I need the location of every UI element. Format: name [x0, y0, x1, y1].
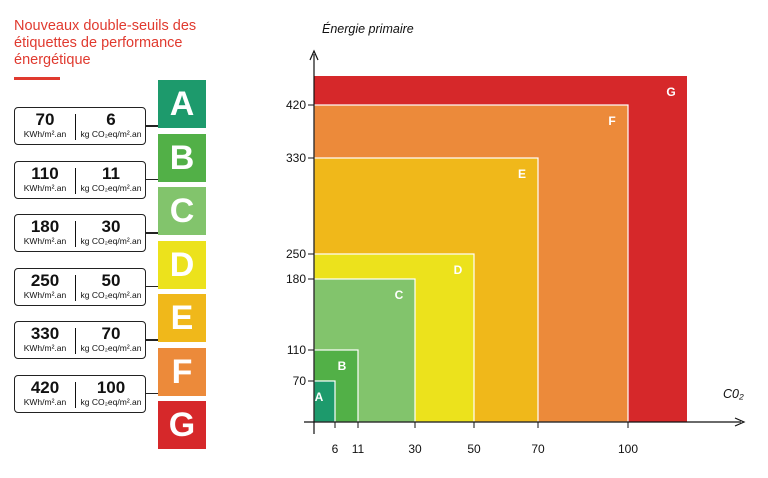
title-underline	[14, 77, 60, 80]
class-regions	[313, 76, 687, 423]
separator	[75, 328, 77, 354]
x-axis-arrow	[734, 417, 746, 427]
region-label-e: E	[518, 167, 526, 181]
energy-value: 330	[30, 324, 60, 343]
region-label-c: C	[395, 288, 404, 302]
co2-value: 100	[96, 377, 126, 397]
threshold-box: 330 KWh/m².an 70 kg CO₂eq/m².an	[14, 321, 146, 359]
energy-threshold: 110 KWh/m².an	[15, 162, 75, 198]
co2-unit: kg CO₂eq/m².an	[80, 129, 142, 139]
energy-unit: KWh/m².an	[23, 182, 67, 193]
energy-unit: KWh/m².an	[23, 343, 67, 353]
threshold-box: 180 KWh/m².an 30 kg CO₂eq/m².an	[14, 214, 146, 252]
co2-value: 50	[101, 270, 121, 290]
page-title: Nouveaux double-seuils des étiquettes de…	[14, 18, 197, 68]
co2-unit: kg CO₂eq/m².an	[80, 236, 142, 246]
separator	[75, 221, 77, 247]
energy-value: 110	[31, 163, 59, 183]
co2-value: 30	[101, 217, 121, 236]
energy-threshold: 330 KWh/m².an	[15, 322, 75, 358]
y-tick-label: 330	[286, 151, 306, 165]
x-tick-label: 70	[531, 442, 545, 456]
threshold-box: 250 KWh/m².an 50 kg CO₂eq/m².an	[14, 267, 146, 306]
x-tick-label: 50	[467, 442, 481, 456]
x-tick-label: 11	[352, 442, 365, 456]
energy-threshold: 250 KWh/m².an	[15, 269, 75, 305]
energy-value: 180	[30, 217, 60, 236]
energy-unit: KWh/m².an	[23, 289, 67, 300]
y-axis-arrow	[309, 49, 319, 61]
energy-co2-chart: Énergie primaire C0₂ 70 110 180 250 330 420 6…	[286, 21, 746, 456]
co2-value: 6	[106, 110, 116, 129]
class-badge-d: D	[158, 240, 206, 289]
y-axis-label: Énergie primaire	[322, 21, 414, 36]
co2-threshold: 70 kg CO₂eq/m².an	[77, 322, 145, 358]
energy-threshold: 70 KWh/m².an	[15, 108, 75, 144]
connector-line	[146, 392, 158, 394]
class-badge-f: F	[158, 347, 206, 396]
chart-axes	[304, 49, 746, 434]
class-badge-e: E	[158, 294, 206, 342]
threshold-box: 420 KWh/m².an 100 kg CO₂eq/m².an	[14, 374, 146, 413]
x-axis-label: C0₂	[723, 387, 744, 401]
threshold-box: 110 KWh/m².an 11 kg CO₂eq/m².an	[14, 160, 146, 199]
separator	[75, 114, 77, 140]
class-badge-g: G	[158, 401, 206, 449]
region-label-g: G	[666, 85, 675, 99]
y-tick-label: 420	[286, 98, 306, 112]
region-label-f: F	[608, 114, 615, 128]
energy-unit: KWh/m².an	[23, 129, 67, 139]
y-ticks: 70 110 180 250 330 420	[286, 98, 314, 388]
energy-value: 70	[35, 110, 55, 129]
y-tick-label: 70	[293, 374, 307, 388]
y-tick-label: 180	[286, 272, 306, 286]
separator	[75, 274, 77, 301]
y-tick-label: 110	[287, 343, 306, 357]
energy-threshold: 420 KWh/m².an	[15, 376, 75, 412]
separator	[75, 381, 77, 408]
class-badge-b: B	[158, 133, 206, 182]
region-label-b: B	[338, 359, 347, 373]
co2-threshold: 11 kg CO₂eq/m².an	[77, 162, 145, 198]
x-ticks: 6 11 30 50 70 100	[332, 422, 638, 456]
region-label-a: A	[315, 390, 324, 404]
energy-unit: KWh/m².an	[23, 396, 67, 407]
class-badge-c: C	[158, 187, 206, 235]
threshold-box: 70 KWh/m².an 6 kg CO₂eq/m².an	[14, 107, 146, 145]
x-tick-label: 6	[332, 442, 339, 456]
co2-value: 11	[102, 163, 120, 183]
co2-threshold: 100 kg CO₂eq/m².an	[77, 376, 145, 412]
connector-line	[146, 178, 158, 180]
co2-unit: kg CO₂eq/m².an	[80, 182, 142, 193]
y-tick-label: 250	[286, 247, 306, 261]
co2-unit: kg CO₂eq/m².an	[80, 343, 142, 353]
connector-line	[146, 125, 158, 127]
co2-threshold: 50 kg CO₂eq/m².an	[77, 269, 145, 305]
x-tick-label: 100	[618, 442, 638, 456]
energy-value: 250	[30, 270, 60, 290]
co2-threshold: 6 kg CO₂eq/m².an	[77, 108, 145, 144]
separator	[75, 167, 77, 194]
energy-threshold: 180 KWh/m².an	[15, 215, 75, 251]
co2-value: 70	[101, 324, 121, 343]
connector-line	[146, 339, 158, 341]
connector-line	[146, 232, 158, 234]
region-label-d: D	[454, 263, 463, 277]
energy-value: 420	[30, 377, 60, 397]
co2-unit: kg CO₂eq/m².an	[80, 396, 142, 407]
region-labels: G F E D C B A	[315, 85, 676, 404]
co2-unit: kg CO₂eq/m².an	[80, 289, 142, 300]
co2-threshold: 30 kg CO₂eq/m².an	[77, 215, 145, 251]
class-badge-a: A	[158, 80, 206, 128]
energy-unit: KWh/m².an	[23, 236, 67, 246]
connector-line	[146, 285, 158, 287]
x-tick-label: 30	[408, 442, 422, 456]
